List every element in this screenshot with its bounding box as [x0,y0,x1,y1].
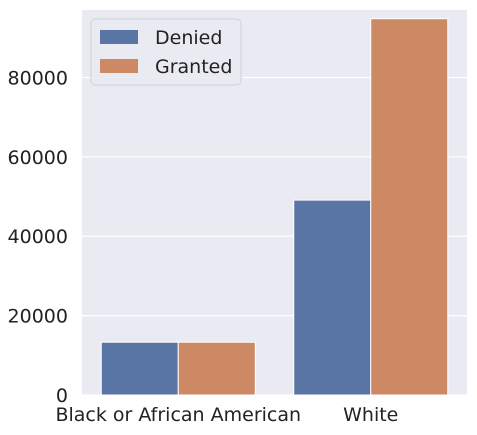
legend: Denied Granted [90,18,242,86]
x-axis-ticks: Black or African American White [55,404,398,426]
y-tick-label: 20000 [8,306,68,328]
y-tick-label: 60000 [8,147,68,169]
x-tick-label: White [343,404,398,426]
y-tick-label: 0 [56,385,68,407]
bar-denied-0 [100,341,179,396]
y-axis-ticks: 0 20000 40000 60000 80000 [8,67,68,407]
y-tick-label: 80000 [8,67,68,89]
x-tick-label: Black or African American [55,404,301,426]
legend-label-granted: Granted [155,56,232,78]
bars [100,18,449,396]
bar-denied-1 [293,199,372,396]
bar-granted-1 [370,18,449,396]
legend-label-denied: Denied [155,27,222,49]
bar-granted-0 [177,341,256,396]
y-tick-label: 40000 [8,226,68,248]
legend-swatch-granted [100,59,138,73]
legend-swatch-denied [100,30,138,44]
